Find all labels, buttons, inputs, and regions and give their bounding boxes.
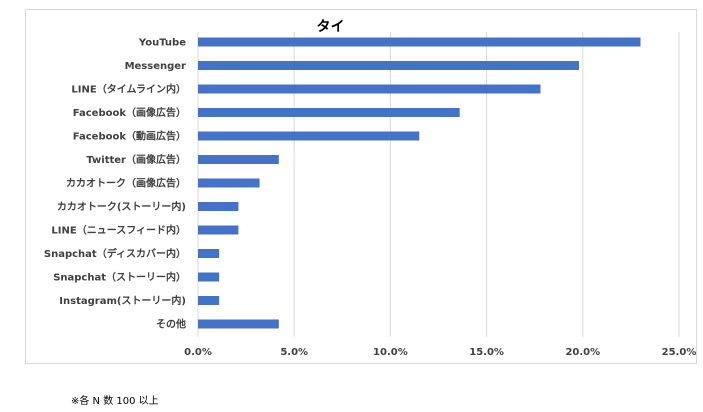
bar (198, 61, 579, 70)
bar-chart: タイ YouTube Messenger LINE（タイムライン内） Facebook… (44, 19, 696, 358)
category-label: Snapchat（ディスカバー内） (44, 247, 186, 260)
footnote: ※各 N 数 100 以上 (71, 396, 159, 407)
bar (198, 225, 239, 235)
category-label: カカオトーク（画像広告） (66, 177, 186, 190)
bar (198, 155, 279, 164)
bar (198, 37, 641, 47)
category-label: LINE（タイムライン内） (71, 83, 186, 96)
category-label: Facebook（動画広告） (73, 130, 186, 143)
bar (198, 108, 460, 117)
x-tick-label: 20.0% (565, 347, 600, 358)
bar (198, 178, 260, 188)
x-tick-label: 25.0% (662, 347, 697, 358)
bar (198, 84, 541, 94)
category-label: Facebook（画像広告） (73, 106, 186, 119)
x-tick-label: 15.0% (469, 347, 504, 358)
category-label: Snapchat（ストーリー内） (53, 271, 186, 284)
category-labels: YouTube Messenger LINE（タイムライン内） Facebook（画像… (44, 38, 186, 331)
grid-lines (197, 32, 680, 337)
bar (198, 249, 220, 258)
x-tick-label: 5.0% (280, 347, 308, 358)
bar (198, 272, 220, 282)
chart-frame: タイ YouTube Messenger LINE（タイムライン内） Facebook… (25, 9, 697, 364)
x-tick-label: 10.0% (373, 347, 408, 358)
bar (198, 202, 239, 211)
bars (198, 37, 641, 329)
category-label: YouTube (138, 38, 186, 49)
x-tick-label: 0.0% (184, 347, 212, 358)
category-label: Messenger (125, 61, 186, 72)
bar (198, 131, 420, 141)
category-label: カカオトーク(ストーリー内) (57, 200, 186, 213)
category-label: Twitter（画像広告） (86, 153, 186, 166)
x-axis-tick-labels: 0.0% 5.0% 10.0% 15.0% 20.0% 25.0% (184, 347, 696, 358)
chart-title: タイ (317, 19, 345, 35)
category-label: LINE（ニュースフィード内） (51, 224, 186, 237)
bar (198, 296, 220, 305)
bar (198, 319, 279, 329)
category-label: その他 (156, 318, 186, 331)
category-label: Instagram(ストーリー内) (59, 294, 186, 307)
